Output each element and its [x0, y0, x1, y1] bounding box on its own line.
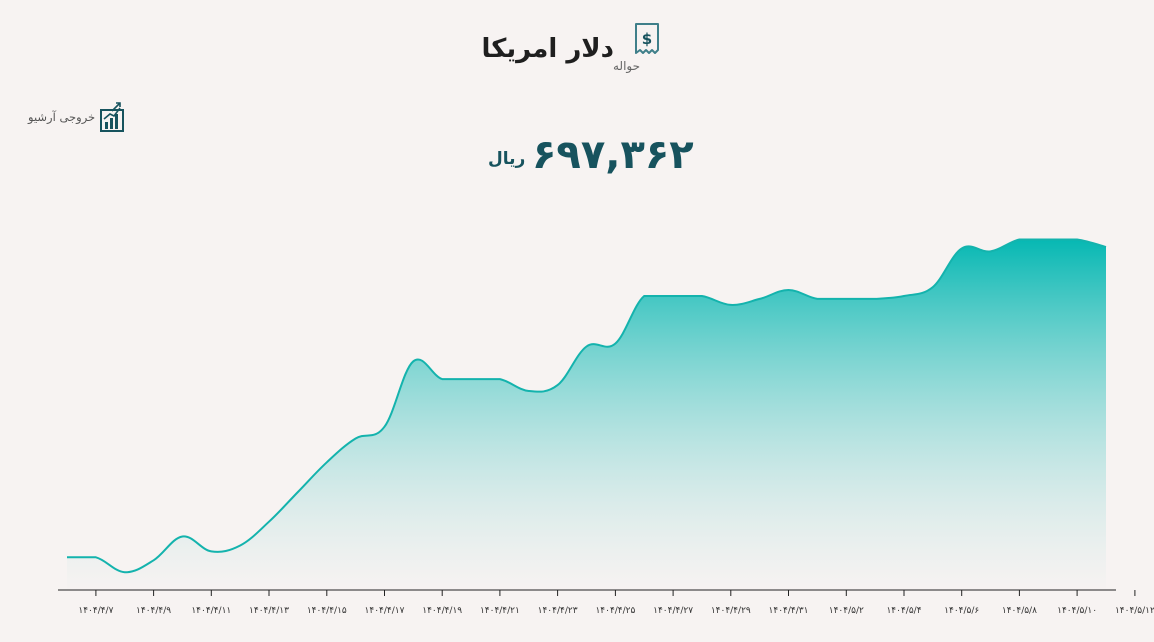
data-point[interactable] [497, 376, 503, 382]
data-point[interactable] [612, 341, 618, 347]
area-fill [67, 239, 1106, 590]
x-tick-label: ۱۴۰۴/۵/۸ [1002, 606, 1037, 616]
page-title: دلار امریکا [481, 34, 614, 64]
x-tick-label: ۱۴۰۴/۴/۷ [78, 606, 113, 616]
data-point[interactable] [237, 543, 243, 549]
x-tick-label: ۱۴۰۴/۵/۴ [886, 606, 921, 616]
x-tick-label: ۱۴۰۴/۵/۶ [944, 606, 979, 616]
x-tick-label: ۱۴۰۴/۵/۱۲ [1115, 606, 1154, 616]
data-point[interactable] [1103, 244, 1109, 250]
data-point[interactable] [641, 293, 647, 299]
data-point[interactable] [179, 534, 185, 540]
data-point[interactable] [151, 557, 157, 563]
svg-text:$: $ [642, 30, 652, 48]
x-tick-label: ۱۴۰۴/۴/۲۳ [538, 606, 578, 616]
x-tick-label: ۱۴۰۴/۴/۲۷ [653, 606, 693, 616]
data-point[interactable] [1016, 237, 1022, 243]
page-subtitle: حواله [613, 59, 641, 73]
x-tick-label: ۱۴۰۴/۴/۱۳ [249, 606, 289, 616]
data-point[interactable] [324, 459, 330, 465]
data-point[interactable] [757, 296, 763, 302]
data-point[interactable] [988, 248, 994, 254]
data-point[interactable] [526, 388, 532, 394]
dollar-receipt-icon: $ [635, 23, 659, 54]
data-point[interactable] [584, 344, 590, 350]
data-point[interactable] [814, 296, 820, 302]
export-archive-button[interactable]: خروجی آرشیو [28, 100, 125, 134]
data-point[interactable] [93, 554, 99, 560]
x-tick-label: ۱۴۰۴/۴/۲۱ [480, 606, 520, 616]
data-point[interactable] [872, 296, 878, 302]
x-tick-label: ۱۴۰۴/۵/۱۰ [1057, 606, 1097, 616]
x-tick-label: ۱۴۰۴/۴/۱۱ [191, 606, 231, 616]
export-archive-label: خروجی آرشیو [28, 110, 96, 124]
x-tick-label: ۱۴۰۴/۴/۱۵ [307, 606, 347, 616]
chart-export-icon [100, 102, 125, 132]
data-point[interactable] [208, 548, 214, 554]
header: $ دلار امریکا حواله [0, 22, 1154, 82]
x-tick-label: ۱۴۰۴/۵/۲ [829, 606, 864, 616]
data-point[interactable] [122, 569, 128, 575]
data-point[interactable] [843, 296, 849, 302]
data-point[interactable] [410, 358, 416, 364]
x-tick-label: ۱۴۰۴/۴/۱۷ [365, 606, 405, 616]
x-tick-label: ۱۴۰۴/۴/۲۵ [595, 606, 635, 616]
series-line [66, 238, 1107, 574]
price-value: ۶۹۷,۳۶۲ [532, 132, 694, 178]
price-unit: ریال [488, 149, 526, 169]
data-point[interactable] [699, 293, 705, 299]
x-tick-label: ۱۴۰۴/۴/۹ [136, 606, 171, 616]
data-point[interactable] [439, 376, 445, 382]
data-point[interactable] [786, 287, 792, 293]
data-point[interactable] [728, 302, 734, 308]
x-tick-label: ۱۴۰۴/۴/۲۹ [711, 606, 751, 616]
data-point[interactable] [959, 246, 965, 252]
data-point[interactable] [468, 376, 474, 382]
data-point[interactable] [555, 382, 561, 388]
x-tick-label: ۱۴۰۴/۴/۱۹ [422, 606, 462, 616]
data-point[interactable] [670, 293, 676, 299]
data-point[interactable] [1045, 237, 1051, 243]
data-point[interactable] [930, 284, 936, 290]
data-point[interactable] [901, 293, 907, 299]
data-point[interactable] [64, 554, 70, 560]
x-tick-label: ۱۴۰۴/۴/۳۱ [769, 606, 809, 616]
data-point[interactable] [382, 424, 388, 430]
data-point[interactable] [295, 489, 301, 495]
data-point[interactable] [266, 519, 272, 525]
data-point[interactable] [1074, 237, 1080, 243]
data-point[interactable] [353, 436, 359, 442]
price-block: ۶۹۷,۳۶۲ ریال [0, 130, 1154, 190]
